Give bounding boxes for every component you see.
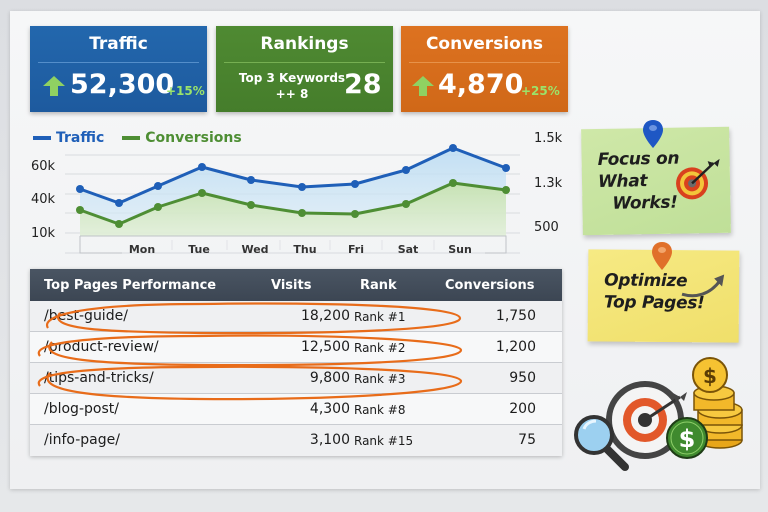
x-tick: Sun <box>448 243 472 256</box>
chart-legend: Traffic Conversions <box>33 130 242 146</box>
kpi-delta: +15% <box>166 84 205 98</box>
conversions-line <box>79 181 507 226</box>
curved-arrow-icon <box>681 274 725 298</box>
kpi-title: Traffic <box>89 34 148 54</box>
x-tick: Mon <box>128 243 156 256</box>
kpi-title: Conversions <box>425 34 544 54</box>
divider <box>38 62 199 63</box>
page-path[interactable]: /tips-and-tricks/ <box>44 370 154 386</box>
visits-value: 12,500 <box>301 339 350 355</box>
y-tick-right: 1.5k <box>534 131 563 146</box>
y-tick-right: 500 <box>534 220 559 235</box>
kpi-value: 52,300 <box>70 69 175 100</box>
divider <box>224 62 385 63</box>
legend-label: Conversions <box>145 130 242 146</box>
table-row[interactable]: /info-page/ 3,100 Rank #15 75 <box>30 425 562 456</box>
kpi-subtitle: Top 3 Keywords <box>238 71 346 85</box>
sticky-note-optimize: Optimize Top Pages! <box>587 249 740 343</box>
kpi-value: 4,870 <box>438 69 524 100</box>
dollar-coin-icon: $ <box>666 417 708 459</box>
visits-value: 18,200 <box>301 308 350 324</box>
target-icon <box>676 158 720 200</box>
kpi-title: Rankings <box>260 34 349 54</box>
conversions-points <box>76 179 510 228</box>
table-row[interactable]: /tips-and-tricks/ 9,800 Rank #3 950 <box>30 363 562 394</box>
conversions-value: 200 <box>509 401 536 417</box>
table-row[interactable]: /product-review/ 12,500 Rank #2 1,200 <box>30 332 562 363</box>
target-icon <box>606 381 687 459</box>
magnifier-icon <box>574 415 629 471</box>
conversions-value: 1,750 <box>495 308 536 324</box>
kpi-subtitle-delta: ++ 8 <box>275 87 309 101</box>
rank-value: Rank #2 <box>354 341 406 355</box>
rank-value: Rank #3 <box>354 372 406 386</box>
conversions-area <box>80 183 506 236</box>
visits-value: 4,300 <box>309 401 350 417</box>
table-header: Top Pages Performance Visits Rank Conver… <box>30 269 562 301</box>
svg-text:$: $ <box>703 364 717 388</box>
traffic-line <box>79 146 507 205</box>
kpi-delta: +25% <box>521 84 560 98</box>
kpi-card-rankings[interactable]: Rankings Top 3 Keywords ++ 8 28 <box>216 26 393 112</box>
rank-value: Rank #15 <box>354 434 414 448</box>
visits-value: 3,100 <box>309 432 350 448</box>
note-text: Focus on <box>597 148 680 171</box>
legend-item-traffic[interactable]: Traffic <box>33 130 104 146</box>
page-path[interactable]: /product-review/ <box>44 339 159 355</box>
kpi-card-conversions[interactable]: Conversions 4,870 +25% <box>401 26 568 112</box>
divider <box>409 62 560 63</box>
header-conversions[interactable]: Conversions <box>445 278 535 293</box>
kpi-card-traffic[interactable]: Traffic 52,300 +15% <box>30 26 207 112</box>
note-text: What <box>597 171 648 193</box>
arrow-up-icon <box>43 76 65 96</box>
coin-stack-icon: $ <box>692 357 743 449</box>
seo-illustration: $ $ <box>574 357 743 471</box>
legend-swatch-traffic <box>33 136 51 140</box>
page-path[interactable]: /info-page/ <box>44 432 120 448</box>
conversions-value: 75 <box>518 432 536 448</box>
orange-pin-icon <box>652 242 672 270</box>
rank-value: Rank #1 <box>354 310 406 324</box>
arrow-up-icon <box>412 76 434 96</box>
header-rank[interactable]: Rank <box>360 278 397 293</box>
kpi-value: 28 <box>344 69 382 100</box>
legend-label: Traffic <box>56 130 105 146</box>
page-path[interactable]: /blog-post/ <box>44 401 119 417</box>
x-tick: Sat <box>397 243 419 256</box>
visits-value: 9,800 <box>309 370 350 386</box>
x-tick: Wed <box>241 243 269 256</box>
svg-text:$: $ <box>679 425 696 453</box>
y-tick-left: 40k <box>31 192 56 207</box>
header-visits[interactable]: Visits <box>271 278 312 293</box>
table-row[interactable]: /blog-post/ 4,300 Rank #8 200 <box>30 394 562 425</box>
conversions-value: 1,200 <box>495 339 536 355</box>
traffic-points <box>76 144 510 207</box>
rank-value: Rank #8 <box>354 403 406 417</box>
conversions-value: 950 <box>509 370 536 386</box>
y-tick-right: 1.3k <box>534 176 563 191</box>
y-tick-left: 60k <box>31 159 56 174</box>
sticky-note-focus: Focus on What Works! <box>581 126 731 236</box>
page-path[interactable]: /best-guide/ <box>44 308 128 324</box>
table-row[interactable]: /best-guide/ 18,200 Rank #1 1,750 <box>30 301 562 332</box>
top-pages-table: Top Pages Performance Visits Rank Conver… <box>30 269 562 456</box>
legend-swatch-conversions <box>122 136 141 140</box>
note-text: Works! <box>612 192 678 214</box>
legend-item-conversions[interactable]: Conversions <box>122 130 242 146</box>
x-tick: Tue <box>188 243 210 256</box>
blue-pin-icon <box>643 120 663 148</box>
y-tick-left: 10k <box>31 226 56 241</box>
x-tick: Thu <box>293 243 317 256</box>
x-tick: Fri <box>347 243 365 256</box>
header-page[interactable]: Top Pages Performance <box>44 278 217 293</box>
